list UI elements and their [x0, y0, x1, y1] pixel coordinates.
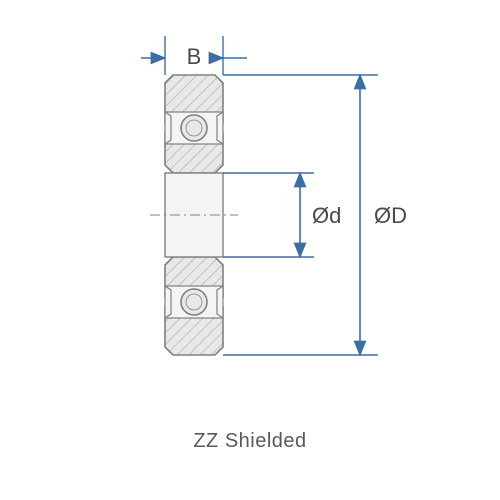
- drawing-canvas: B ØD Ød ZZ Shielded: [0, 0, 500, 500]
- label-width: B: [187, 44, 202, 69]
- diagram-caption: ZZ Shielded: [0, 430, 500, 453]
- label-outer-diameter: ØD: [374, 203, 407, 228]
- label-inner-diameter: Ød: [312, 203, 341, 228]
- bearing-diagram-svg: B ØD Ød: [0, 0, 500, 420]
